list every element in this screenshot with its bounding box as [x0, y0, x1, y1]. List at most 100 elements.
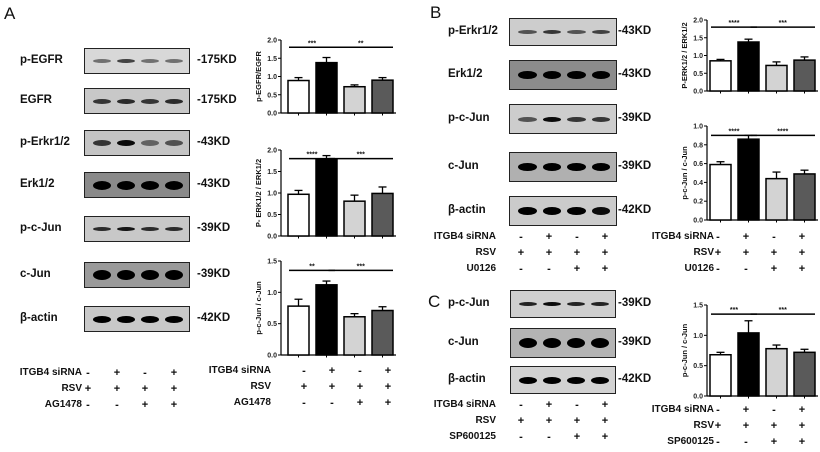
blot-label: β-actin: [448, 204, 486, 216]
y-tick-label: 0.5: [267, 92, 277, 99]
condition-sign: -: [519, 399, 523, 411]
blot-label: c-Jun: [448, 160, 479, 172]
chart-condition-sign: +: [742, 231, 750, 243]
significance-marker: ****: [729, 20, 740, 27]
y-tick-label: 1.0: [267, 191, 277, 198]
bar: [793, 59, 816, 92]
protein-band: [543, 376, 561, 384]
chart-condition-sign: -: [716, 404, 720, 416]
condition-sign: -: [519, 231, 523, 243]
condition-label: ITGB4 siRNA: [433, 231, 496, 242]
protein-band: [567, 116, 586, 122]
protein-band: [519, 376, 537, 384]
significance-marker: ***: [357, 263, 365, 270]
protein-band: [93, 140, 111, 146]
protein-band: [518, 116, 537, 122]
blot-label: c-Jun: [20, 268, 51, 280]
condition-sign: +: [545, 399, 553, 411]
y-tick-label: 1.0: [693, 53, 703, 60]
condition-sign: +: [113, 367, 121, 379]
y-tick-label: 1.5: [267, 169, 277, 176]
protein-band: [141, 270, 159, 280]
significance-marker: **: [358, 40, 364, 47]
y-axis-label: p-c-Jun / c-Jun: [680, 323, 689, 377]
condition-sign: +: [170, 399, 178, 411]
panel-letter-c: C: [428, 292, 441, 311]
protein-band: [591, 376, 609, 384]
protein-band: [518, 30, 537, 34]
chart-condition-sign: +: [742, 404, 750, 416]
protein-band: [567, 207, 586, 215]
y-tick-label: 0.0: [693, 89, 703, 96]
y-tick-label: 0.8: [693, 142, 703, 149]
significance-marker: **: [309, 263, 315, 270]
protein-band: [567, 163, 586, 171]
y-tick-label: 0.5: [267, 212, 277, 219]
chart-condition-sign: +: [384, 365, 392, 377]
condition-sign: +: [573, 263, 581, 275]
protein-band: [165, 140, 183, 146]
blot-label: β-actin: [448, 373, 486, 385]
bar: [287, 305, 310, 356]
protein-band: [567, 338, 585, 348]
chart-condition-sign: +: [798, 420, 806, 432]
bar-chart-a2: 0.00.51.01.52.0P- ERK1/2 / ERK1/2**** ***: [254, 148, 396, 241]
chart-condition-label: RSV: [693, 420, 714, 431]
condition-sign: +: [170, 383, 178, 395]
y-tick-label: 0.0: [267, 353, 277, 360]
western-blot-image: [509, 18, 617, 46]
molecular-weight-label: -175KD: [197, 54, 237, 66]
bar-chart-c1: 0.0 0.5 1.0 1.5 p-c-Jun / c-Jun *** ***: [680, 303, 818, 401]
condition-sign: +: [141, 383, 149, 395]
protein-band: [591, 338, 609, 348]
protein-band: [93, 98, 111, 104]
chart-condition-label: ITGB4 siRNA: [208, 365, 271, 376]
chart-condition-sign: +: [714, 247, 722, 259]
condition-sign: +: [601, 247, 609, 259]
bar: [793, 173, 816, 221]
chart-condition-sign: -: [716, 436, 720, 448]
condition-sign: -: [547, 263, 551, 275]
protein-band: [141, 59, 159, 63]
blot-label: c-Jun: [448, 336, 479, 348]
chart-condition-sign: +: [798, 263, 806, 275]
bar: [793, 351, 816, 397]
condition-sign: -: [575, 231, 579, 243]
chart-condition-sign: +: [328, 381, 336, 393]
condition-sign: +: [517, 247, 525, 259]
protein-band: [567, 71, 586, 79]
y-axis-label: p-c-Jun / c-Jun: [680, 146, 689, 200]
bar: [287, 79, 310, 114]
protein-band: [165, 227, 183, 231]
chart-condition-sign: +: [770, 436, 778, 448]
western-blot-image: [84, 48, 190, 74]
protein-band: [591, 207, 610, 215]
condition-sign: +: [573, 247, 581, 259]
bar: [371, 192, 394, 237]
chart-condition-sign: -: [716, 263, 720, 275]
condition-sign: +: [517, 415, 525, 427]
protein-band: [591, 163, 610, 171]
panel-letter-b: B: [430, 3, 442, 22]
y-tick-label: 1.5: [267, 56, 277, 63]
blot-label: p-c-Jun: [448, 112, 490, 124]
protein-band: [117, 227, 135, 231]
chart-condition-sign: -: [302, 397, 306, 409]
y-tick-label: 1.5: [693, 35, 703, 42]
condition-sign: +: [84, 383, 92, 395]
blot-label: p-Erkr1/2: [20, 136, 70, 148]
chart-condition-sign: +: [770, 420, 778, 432]
chart-condition-label: ITGB4 siRNA: [651, 404, 714, 415]
condition-sign: +: [601, 415, 609, 427]
condition-sign: +: [573, 431, 581, 443]
protein-band: [93, 59, 111, 63]
y-tick-label: 0.6: [693, 161, 703, 168]
bar: [287, 193, 310, 237]
chart-condition-sign: -: [302, 365, 306, 377]
significance-marker: ****: [729, 128, 740, 135]
molecular-weight-label: -39KD: [618, 160, 652, 172]
protein-band: [542, 30, 561, 34]
condition-sign: +: [113, 383, 121, 395]
western-blot-image: [84, 216, 190, 242]
